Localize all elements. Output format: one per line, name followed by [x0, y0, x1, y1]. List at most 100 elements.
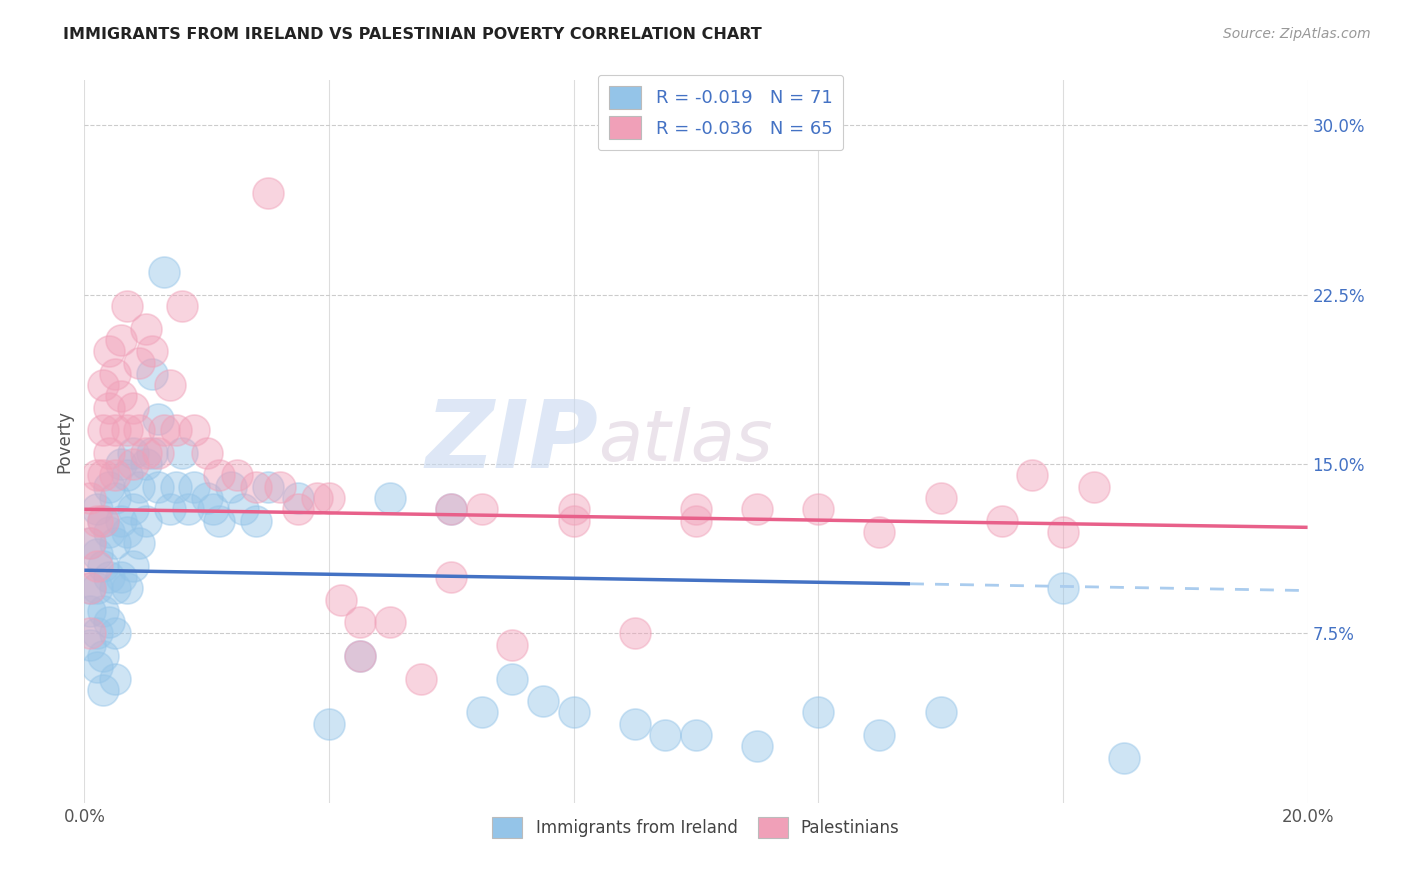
Text: ZIP: ZIP [425, 395, 598, 488]
Point [128, 355, 150, 369]
Point [305, 491, 328, 505]
Point [929, 706, 952, 720]
Point [624, 626, 647, 640]
Point [318, 716, 340, 731]
Point [91, 378, 114, 392]
Point [172, 299, 194, 313]
Point [349, 648, 371, 663]
Point [135, 321, 157, 335]
Point [195, 491, 218, 505]
Point [97, 524, 120, 539]
Point [97, 446, 120, 460]
Point [128, 423, 150, 437]
Point [91, 648, 114, 663]
Point [104, 672, 127, 686]
Point [97, 615, 120, 630]
Point [929, 491, 952, 505]
Point [991, 514, 1014, 528]
Point [807, 502, 830, 516]
Point [104, 491, 127, 505]
Point [104, 423, 127, 437]
Point [122, 446, 145, 460]
Point [79, 536, 101, 550]
Point [208, 514, 231, 528]
Point [183, 423, 205, 437]
Point [79, 638, 101, 652]
Point [380, 615, 402, 630]
Point [869, 524, 891, 539]
Legend: Immigrants from Ireland, Palestinians: Immigrants from Ireland, Palestinians [485, 810, 907, 845]
Point [201, 502, 224, 516]
Point [97, 480, 120, 494]
Point [79, 626, 101, 640]
Point [685, 502, 707, 516]
Point [502, 672, 524, 686]
Point [1114, 750, 1136, 764]
Point [172, 446, 194, 460]
Point [177, 502, 200, 516]
Point [115, 423, 138, 437]
Point [287, 491, 309, 505]
Point [159, 378, 181, 392]
Point [562, 514, 585, 528]
Point [440, 570, 463, 584]
Point [122, 457, 145, 471]
Point [135, 514, 157, 528]
Point [562, 706, 585, 720]
Point [91, 423, 114, 437]
Point [654, 728, 676, 742]
Text: IMMIGRANTS FROM IRELAND VS PALESTINIAN POVERTY CORRELATION CHART: IMMIGRANTS FROM IRELAND VS PALESTINIAN P… [63, 27, 762, 42]
Point [91, 682, 114, 697]
Point [440, 502, 463, 516]
Point [165, 423, 187, 437]
Point [747, 502, 769, 516]
Point [86, 514, 108, 528]
Point [807, 706, 830, 720]
Point [380, 491, 402, 505]
Point [110, 514, 132, 528]
Point [146, 480, 169, 494]
Point [86, 558, 108, 573]
Point [471, 502, 494, 516]
Point [1021, 468, 1043, 483]
Point [91, 514, 114, 528]
Point [562, 502, 585, 516]
Point [183, 480, 205, 494]
Point [135, 457, 157, 471]
Point [110, 457, 132, 471]
Point [531, 694, 554, 708]
Point [86, 502, 108, 516]
Point [219, 480, 242, 494]
Point [257, 480, 280, 494]
Point [349, 648, 371, 663]
Point [747, 739, 769, 754]
Point [208, 468, 231, 483]
Point [122, 558, 145, 573]
Point [141, 446, 163, 460]
Point [146, 412, 169, 426]
Point [624, 716, 647, 731]
Point [141, 344, 163, 359]
Point [115, 299, 138, 313]
Point [257, 186, 280, 201]
Point [110, 389, 132, 403]
Point [1052, 582, 1074, 596]
Point [79, 582, 101, 596]
Point [91, 514, 114, 528]
Point [245, 480, 267, 494]
Point [165, 480, 187, 494]
Point [135, 446, 157, 460]
Point [318, 491, 340, 505]
Point [86, 468, 108, 483]
Point [104, 468, 127, 483]
Point [159, 502, 181, 516]
Point [471, 706, 494, 720]
Point [110, 570, 132, 584]
Point [232, 502, 254, 516]
Point [685, 728, 707, 742]
Point [115, 524, 138, 539]
Text: atlas: atlas [598, 407, 773, 476]
Point [79, 604, 101, 618]
Point [86, 548, 108, 562]
Point [115, 468, 138, 483]
